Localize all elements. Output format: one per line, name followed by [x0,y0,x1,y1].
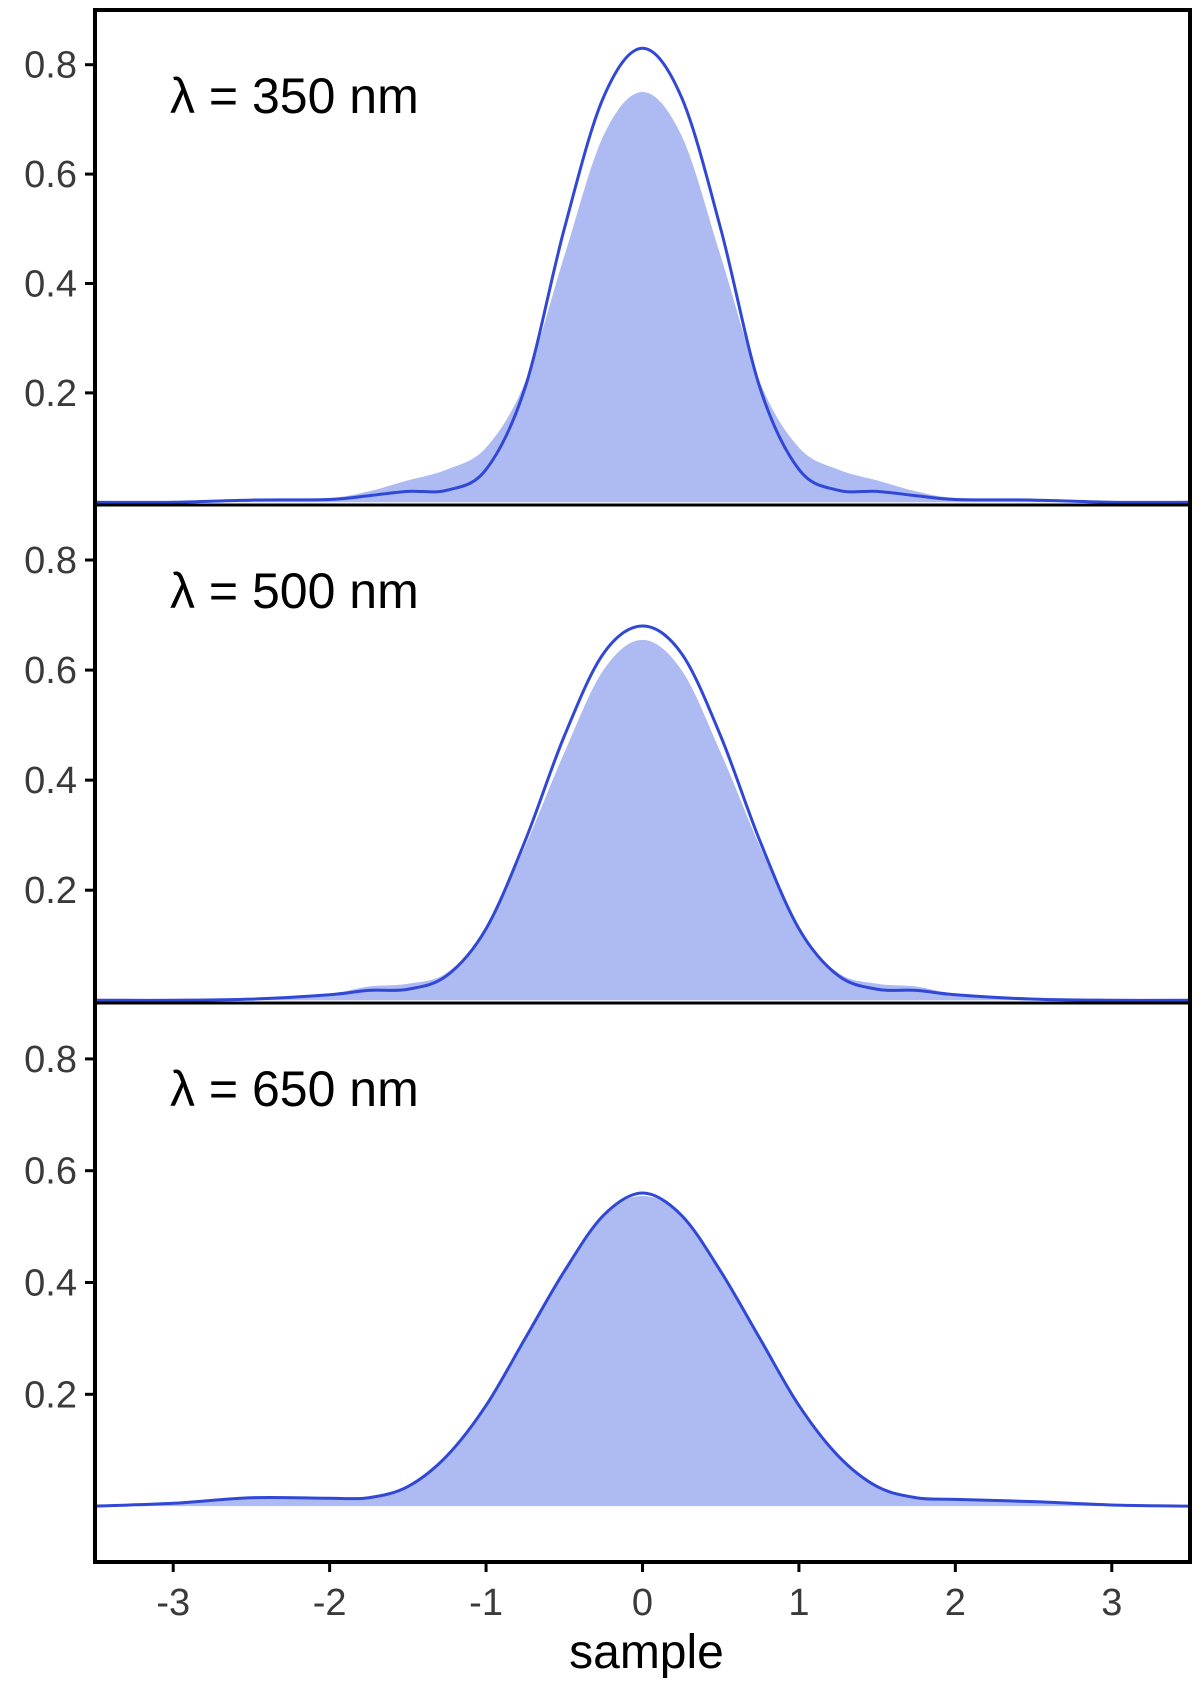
y-tick-label: 0.8 [24,45,77,87]
x-axis-title: sample [569,1626,724,1679]
y-tick-label: 0.2 [24,373,77,415]
panel-3-label: λ = 650 nm [170,1061,419,1117]
panel-3: 0.2 0.4 0.6 0.8 λ = 650 nm [24,1039,1191,1508]
x-tick-label: 0 [632,1582,653,1624]
panels-layer: 0.2 0.4 0.6 0.8 λ = 350 nm 0.2 0.4 0.6 0.8 λ = 50… [24,45,1191,1508]
x-axis: -3 -2 -1 0 1 2 3 [156,1562,1122,1624]
plot-frame [93,8,1192,1564]
x-tick-label: 1 [788,1582,809,1624]
y-tick-label: 0.8 [24,1039,77,1081]
panel-2-density-line [94,624,1191,1002]
panel-1-label: λ = 350 nm [170,68,419,124]
panel-2: 0.2 0.4 0.6 0.8 λ = 500 nm [24,540,1191,1005]
x-tick-label: -2 [313,1582,347,1624]
y-tick-label: 0.2 [24,1374,77,1416]
y-tick-label: 0.8 [24,540,77,582]
panel-2-filled-area [95,639,1190,1001]
panel-3-density-line [94,1191,1191,1508]
x-tick-label: -1 [469,1582,503,1624]
y-tick-label: 0.4 [24,263,77,305]
x-tick-label: -3 [156,1582,190,1624]
panel-1-filled-area [95,92,1190,503]
y-tick-label: 0.6 [24,154,77,196]
panel-1: 0.2 0.4 0.6 0.8 λ = 350 nm [24,45,1191,507]
y-tick-label: 0.2 [24,870,77,912]
x-tick-label: 2 [945,1582,966,1624]
panel-2-label: λ = 500 nm [170,563,419,619]
x-tick-label: 3 [1101,1582,1122,1624]
panel-1-density-line [94,46,1191,504]
panel-3-filled-area [95,1195,1190,1507]
y-tick-label: 0.6 [24,1151,77,1193]
y-tick-label: 0.6 [24,650,77,692]
y-tick-label: 0.4 [24,760,77,802]
y-tick-label: 0.4 [24,1263,77,1305]
